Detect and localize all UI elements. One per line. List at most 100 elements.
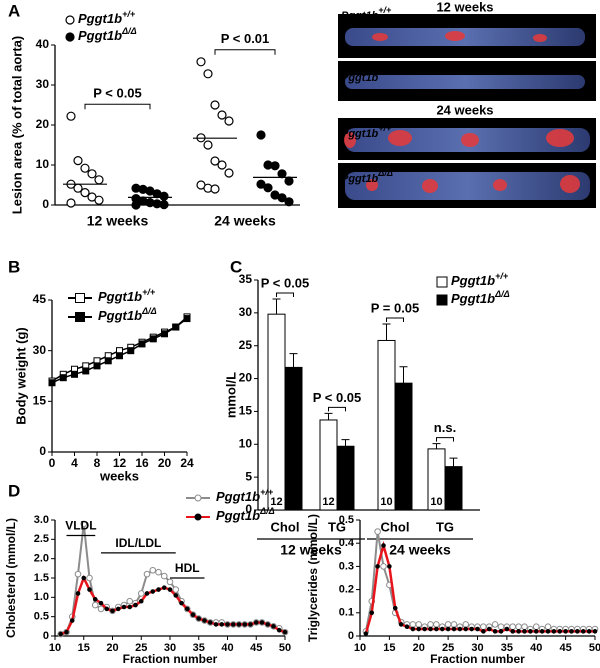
data-point [217,160,227,170]
marker [462,621,470,628]
n-label: 12 [339,496,351,508]
y-axis-label: Triglycerides (mmol/L) [306,514,320,642]
y-tick-label: 40 [36,37,50,51]
gene-name: Pggt1b [78,11,122,26]
marker [398,622,404,627]
legend-marker [75,312,85,322]
genotype-label: Pggt1bΔ/Δ [216,506,275,523]
n-label: 12 [322,496,334,508]
data-point [159,191,169,201]
marker [116,352,123,360]
aorta [345,172,590,200]
marker [381,543,386,548]
genotype-label: Pggt1bΔ/Δ [341,168,393,185]
marker [74,570,82,578]
error-bar [272,298,281,315]
y-tick-label: 0 [43,630,49,642]
marker [387,564,392,569]
x-tick-label: 50 [589,642,600,654]
marker [98,600,104,606]
x-tick-label: 40 [221,642,233,654]
x-tick-label: 24 [180,456,194,470]
gene-name: Pggt1b [341,173,379,185]
x-tick-label: 12 [113,456,127,470]
marker [127,347,135,355]
marker [92,596,98,602]
error-bar [341,439,350,447]
gene-name: Pggt1b [341,72,379,84]
marker [149,566,157,574]
marker [522,629,527,634]
genotype-label: Pggt1bΔ/Δ [451,289,510,306]
x-tick-label: 20 [158,456,172,470]
marker [392,605,398,611]
marker [230,622,236,627]
y-tick-label: 5 [245,469,252,483]
x-axis-label: Fraction number [123,652,218,666]
significance-bracket [328,406,346,412]
marker [580,629,586,634]
data-point [217,110,227,120]
x-tick-label: 15 [78,642,90,654]
y-tick-label: 20 [239,371,253,385]
x-tick-label: 35 [501,642,513,654]
marker [173,593,179,598]
data-point [203,140,213,150]
marker [160,572,168,580]
marker [439,626,445,632]
gene-name: Pggt1b [341,128,379,140]
marker [143,570,151,578]
aorta [345,75,585,89]
x-tick-label: 30 [164,642,176,654]
x-tick-label: 45 [250,642,262,654]
marker [183,315,191,323]
genotype: Δ/Δ [121,26,137,36]
data-point [159,200,169,210]
genotype-label: Pggt1b+/+ [216,487,274,504]
data-point [263,183,273,193]
marker [409,621,417,628]
data-point [270,161,280,171]
marker [422,626,427,632]
marker [149,335,157,343]
data-point [224,168,234,178]
marker [196,616,202,621]
marker [184,606,190,612]
region-label: VLDL [65,519,96,533]
y-tick-label: 2.0 [34,553,49,565]
marker [433,621,440,628]
group-label: 24 weeks [389,542,451,558]
x-tick-label: Chol [271,519,300,534]
genotype-label: Pggt1b+/+ [78,9,136,26]
x-tick-label: 35 [193,642,205,654]
n-label: 10 [380,496,392,508]
bar [267,313,286,511]
x-tick-label: 0 [49,456,56,470]
panel-label: C [230,257,242,276]
p-value: P < 0.05 [313,390,362,405]
y-tick-label: 10 [239,436,253,450]
legend-marker [65,32,75,42]
genotype: Δ/Δ [494,289,510,299]
x-tick-label: 8 [94,456,101,470]
data-point [210,184,220,194]
marker [427,621,434,628]
x-tick-label: 50 [279,642,291,654]
marker [271,624,276,629]
marker [569,629,574,634]
p-value: P < 0.05 [261,275,310,290]
x-tick-label: 45 [560,642,572,654]
aorta [345,28,585,46]
y-tick-label: 0.5 [34,611,49,623]
marker [225,622,230,627]
marker [69,618,75,623]
significance-bracket [276,292,294,298]
y-tick-label: 1.5 [34,572,49,584]
y-tick-label: 0.2 [339,584,354,596]
n-label: 12 [287,496,299,508]
y-tick-label: 25 [239,338,253,352]
data-point [73,156,83,166]
genotype: Δ/Δ [259,506,275,516]
marker [155,568,162,576]
